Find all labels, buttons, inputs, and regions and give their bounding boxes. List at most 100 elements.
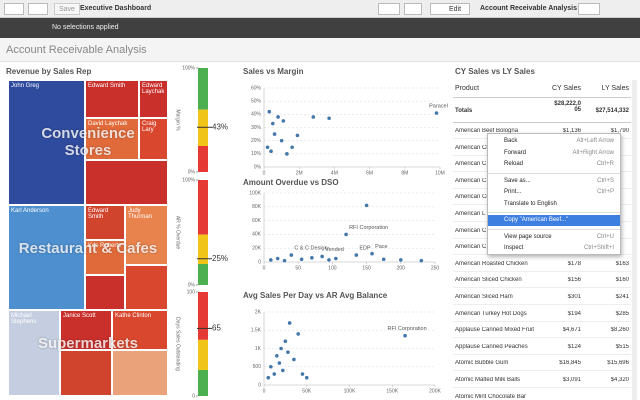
menu-item-label: Inspect bbox=[504, 245, 524, 251]
menu-item-shortcut: Alt+Left Arrow bbox=[576, 138, 614, 144]
gauge-value: 65 bbox=[212, 324, 221, 333]
selection-bar: No selections applied bbox=[0, 18, 640, 38]
point bbox=[269, 149, 273, 153]
menu-item[interactable]: Print... Ctrl+P bbox=[488, 187, 620, 198]
gauge-band bbox=[198, 180, 208, 235]
y-tick-label: 2K bbox=[255, 309, 262, 315]
gauge-tick-label: 100 bbox=[187, 289, 196, 295]
gauge-label: AR % Overdue bbox=[175, 216, 181, 250]
point-label: EDP bbox=[359, 246, 371, 252]
gauge-band bbox=[198, 68, 208, 110]
point bbox=[304, 375, 309, 380]
gauge-label: Margin % bbox=[175, 109, 181, 131]
y-tick-label: 40K bbox=[252, 232, 262, 238]
x-tick-label: 8M bbox=[401, 170, 408, 176]
sheets-button[interactable] bbox=[578, 3, 600, 15]
save-button[interactable]: Save bbox=[54, 3, 80, 15]
menu-item-label: Forward bbox=[504, 149, 527, 156]
y-tick-label: 0 bbox=[258, 382, 261, 388]
nav-button[interactable] bbox=[4, 3, 24, 15]
menu-item-label: Save as... bbox=[504, 177, 531, 184]
gauge-label: Days Sales Outstanding bbox=[175, 317, 181, 371]
totals-cell: $27,514,332 bbox=[595, 108, 629, 114]
menu-item[interactable]: Forward Alt+Right Arrow bbox=[488, 148, 620, 159]
menu-item-label: View page source bbox=[504, 233, 552, 240]
menu-item[interactable]: Copy "American Beef..." bbox=[488, 215, 620, 226]
row-border bbox=[453, 387, 631, 388]
gauge-tick-label: 0% bbox=[188, 169, 196, 175]
x-tick-label: 2M bbox=[296, 170, 303, 176]
x-tick-label: 0 bbox=[263, 388, 266, 394]
point bbox=[287, 321, 292, 325]
menu-item[interactable]: Back Alt+Left Arrow bbox=[488, 136, 620, 147]
point bbox=[289, 253, 294, 257]
point bbox=[281, 119, 286, 123]
menu-button[interactable] bbox=[28, 3, 48, 15]
table-cell: American C bbox=[455, 244, 487, 251]
point bbox=[290, 145, 294, 150]
treemap-tile: John Greg bbox=[8, 80, 85, 205]
point-label: RFI Corporation bbox=[388, 326, 427, 332]
treemap-tile: Janice Scott bbox=[60, 310, 112, 350]
menu-item[interactable]: Translate to English bbox=[488, 199, 620, 210]
gauge-band bbox=[198, 109, 208, 146]
table-title: CY Sales vs LY Sales bbox=[455, 67, 535, 76]
menu-item-shortcut: Ctrl+U bbox=[596, 233, 614, 240]
point bbox=[381, 257, 386, 262]
column-header[interactable]: Product bbox=[455, 85, 480, 92]
point bbox=[354, 253, 359, 257]
table-cell: Atomic Malted Milk Balls bbox=[455, 377, 521, 383]
totals-cell: Totals bbox=[455, 108, 473, 114]
device-button[interactable] bbox=[404, 3, 422, 15]
gauge-band bbox=[198, 370, 208, 396]
edit-button[interactable]: Edit bbox=[430, 3, 470, 15]
gauge-band bbox=[198, 264, 208, 285]
table-cell: American C bbox=[455, 161, 487, 168]
menu-item[interactable]: Reload Ctrl+R bbox=[488, 159, 620, 170]
menu-item[interactable]: Inspect Ctrl+Shift+I bbox=[488, 243, 620, 254]
treemap-tile: Karl Anderson bbox=[8, 205, 85, 310]
point bbox=[286, 350, 290, 354]
x-tick-label: 150 bbox=[362, 265, 371, 271]
menu-item-shortcut: Ctrl+R bbox=[596, 161, 614, 167]
point bbox=[281, 368, 285, 373]
y-tick-label: 60K bbox=[252, 218, 262, 224]
point bbox=[266, 375, 271, 380]
table-cell: American Turkey Hot Dogs bbox=[455, 310, 527, 317]
menu-separator bbox=[488, 212, 620, 213]
point bbox=[344, 232, 348, 237]
table-cell: $241 bbox=[615, 294, 629, 300]
treemap-group-label: Supermarkets bbox=[37, 335, 139, 352]
column-header[interactable]: CY Sales bbox=[551, 85, 581, 92]
gauge-tick-label: 100% bbox=[182, 177, 195, 183]
point-label: C & C Design bbox=[294, 246, 327, 252]
point bbox=[265, 145, 270, 150]
point bbox=[275, 256, 280, 261]
menu-item[interactable]: Save as... Ctrl+S bbox=[488, 176, 620, 187]
point-label: Pace bbox=[375, 244, 388, 250]
point bbox=[296, 332, 301, 336]
y-tick-label: 0 bbox=[258, 259, 261, 265]
x-tick-label: 4M bbox=[331, 170, 338, 176]
menu-item-label: Reload bbox=[504, 161, 524, 167]
scrollbar[interactable] bbox=[632, 80, 637, 400]
point bbox=[364, 203, 369, 208]
y-tick-label: 20% bbox=[251, 138, 262, 144]
table-cell: American C bbox=[455, 227, 487, 234]
y-tick-label: 50% bbox=[251, 98, 262, 104]
table-header-row bbox=[453, 80, 631, 98]
table-cell: Applause Canned Peaches bbox=[455, 343, 528, 350]
menu-item[interactable]: View page source Ctrl+U bbox=[488, 232, 620, 243]
gauge-tick-label: 100% bbox=[182, 65, 195, 71]
column-header[interactable]: LY Sales bbox=[601, 85, 629, 92]
table-cell: $124 bbox=[567, 343, 581, 350]
gauge-band bbox=[198, 292, 208, 340]
present-button[interactable] bbox=[378, 3, 400, 15]
point bbox=[370, 251, 374, 256]
table-cell: $1,790 bbox=[610, 128, 629, 134]
x-tick-label: 10M bbox=[435, 170, 445, 176]
x-tick-label: 250 bbox=[431, 265, 440, 271]
point bbox=[282, 258, 287, 263]
point bbox=[300, 372, 305, 376]
